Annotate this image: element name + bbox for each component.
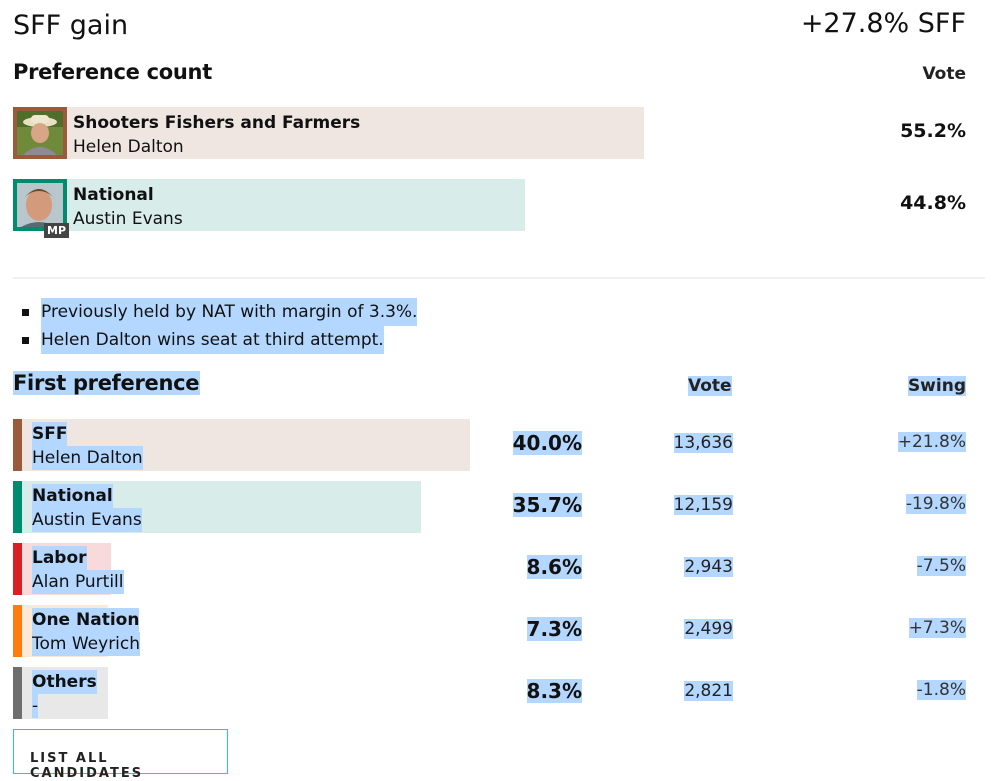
candidate-name: Helen Dalton	[73, 137, 184, 157]
mp-badge: MP	[44, 223, 70, 238]
candidate-name: Austin Evans	[32, 508, 142, 532]
preference-bar	[13, 179, 525, 231]
candidate-label: Labor Alan Purtill	[32, 546, 124, 594]
first-preference-row: One Nation Tom Weyrich 7.3% 2,499 +7.3%	[13, 605, 973, 657]
party-color-stripe	[13, 543, 22, 595]
preference-bar	[13, 107, 644, 159]
vote-count: 13,636	[673, 433, 733, 453]
preference-row-national: MP National Austin Evans	[13, 179, 973, 238]
vote-count: 2,943	[684, 557, 733, 577]
party-color-stripe	[13, 667, 22, 719]
bullet-icon	[22, 336, 29, 344]
candidate-name: Alan Purtill	[32, 570, 124, 594]
party-name: National	[32, 484, 113, 508]
candidate-label: National Austin Evans	[73, 183, 183, 231]
party-name: Shooters Fishers and Farmers	[73, 113, 361, 133]
preference-count-heading: Preference count	[13, 60, 212, 84]
vote-percent: 8.6%	[526, 555, 582, 579]
vote-percent: 7.3%	[526, 617, 582, 641]
party-name: Labor	[32, 546, 87, 570]
vote-swing: -19.8%	[905, 494, 966, 514]
preference-vote-sff: 55.2%	[900, 120, 966, 142]
note-text: Previously held by NAT with margin of 3.…	[41, 298, 418, 326]
preference-vote-column-header: Vote	[922, 64, 966, 84]
vote-percent: 40.0%	[512, 431, 582, 455]
vote-swing: +7.3%	[908, 618, 966, 638]
party-color-stripe	[13, 481, 22, 533]
vote-percent: 8.3%	[526, 679, 582, 703]
vote-swing: +21.8%	[897, 432, 966, 452]
note-text: Helen Dalton wins seat at third attempt.	[41, 326, 384, 354]
note-item: Helen Dalton wins seat at third attempt.	[22, 326, 417, 354]
first-preference-row: National Austin Evans 35.7% 12,159 -19.8%	[13, 481, 973, 533]
swing-summary: +27.8% SFF	[800, 8, 966, 39]
first-preference-row: Labor Alan Purtill 8.6% 2,943 -7.5%	[13, 543, 973, 595]
first-preference-swing-column-header: Swing	[907, 376, 966, 396]
vote-swing: -1.8%	[916, 680, 966, 700]
vote-count: 12,159	[673, 495, 733, 515]
candidate-name: Austin Evans	[73, 209, 183, 229]
party-color-stripe	[13, 605, 22, 657]
candidate-photo	[13, 179, 67, 231]
candidate-label: National Austin Evans	[32, 484, 142, 532]
party-name: National	[73, 185, 154, 205]
candidate-label: Others -	[32, 670, 97, 718]
party-name: SFF	[32, 422, 68, 446]
candidate-label: SFF Helen Dalton	[32, 422, 143, 470]
list-all-candidates-button[interactable]: LIST ALL CANDIDATES	[13, 729, 228, 781]
vote-swing: -7.5%	[916, 556, 966, 576]
party-color-stripe	[13, 419, 22, 471]
candidate-name: Tom Weyrich	[32, 632, 141, 656]
candidate-name: -	[32, 694, 39, 718]
bullet-icon	[22, 308, 29, 316]
party-name: One Nation	[32, 608, 140, 632]
candidate-photo	[13, 107, 67, 159]
note-item: Previously held by NAT with margin of 3.…	[22, 298, 418, 326]
section-divider	[13, 277, 985, 279]
first-preference-row: Others - 8.3% 2,821 -1.8%	[13, 667, 973, 719]
first-preference-vote-column-header: Vote	[688, 376, 732, 396]
vote-count: 2,499	[684, 619, 733, 639]
party-name: Others	[32, 670, 97, 694]
result-title: SFF gain	[13, 10, 129, 41]
vote-percent: 35.7%	[512, 493, 582, 517]
candidate-name: Helen Dalton	[32, 446, 143, 470]
candidate-label: Shooters Fishers and Farmers Helen Dalto…	[73, 111, 360, 159]
first-preference-heading: First preference	[13, 371, 201, 395]
preference-vote-national: 44.8%	[900, 192, 966, 214]
candidate-label: One Nation Tom Weyrich	[32, 608, 141, 656]
first-preference-row: SFF Helen Dalton 40.0% 13,636 +21.8%	[13, 419, 973, 471]
preference-row-sff: Shooters Fishers and Farmers Helen Dalto…	[13, 107, 973, 159]
vote-count: 2,821	[684, 681, 733, 701]
notes-list: Previously held by NAT with margin of 3.…	[22, 298, 418, 354]
